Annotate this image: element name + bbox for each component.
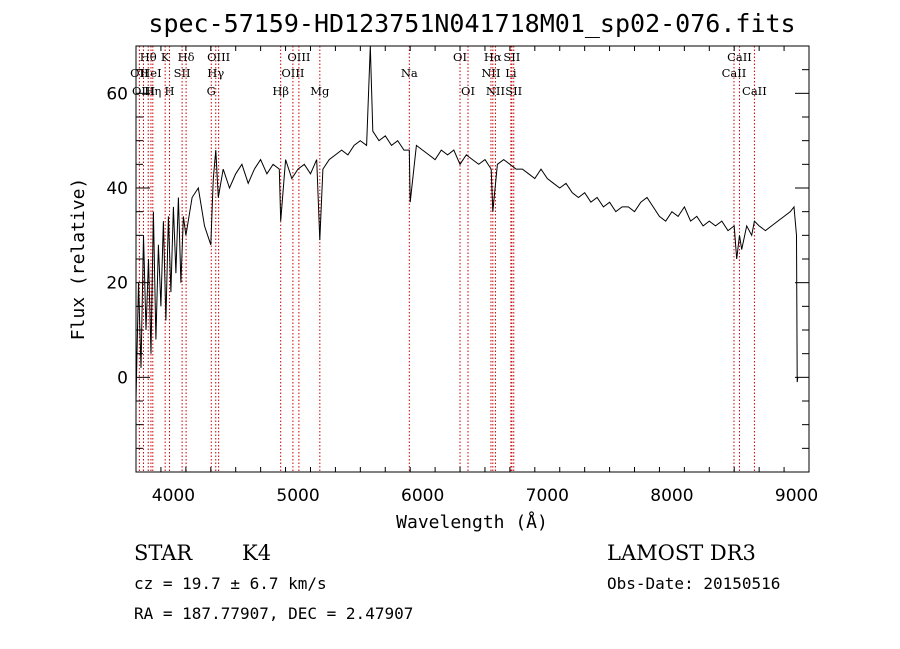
object-subclass: K4 <box>242 541 271 565</box>
spectral-line-markers <box>138 46 755 472</box>
x-tick-label: 8000 <box>650 486 693 506</box>
line-label: OI <box>461 84 475 98</box>
line-label: K <box>161 50 170 64</box>
plot-frame <box>135 45 810 473</box>
chart-title: spec-57159-HD123751N041718M01_sp02-076.f… <box>148 9 795 38</box>
y-tick-label: 60 <box>106 84 128 104</box>
y-tick-labels: 0 20 40 60 <box>106 84 128 388</box>
line-label: OIII <box>287 50 310 64</box>
line-label: Na <box>401 66 418 80</box>
x-tick-label: 5000 <box>276 486 319 506</box>
line-label: Hδ <box>178 50 195 64</box>
line-label: OIII <box>281 66 304 80</box>
observation-date: Obs-Date: 20150516 <box>607 574 780 593</box>
line-label: G <box>207 84 216 98</box>
y-tick-label: 0 <box>117 368 128 388</box>
line-label: Hα <box>484 50 502 64</box>
line-label: OII <box>130 66 149 80</box>
line-label: NII <box>481 66 500 80</box>
line-label: SII <box>503 50 520 64</box>
line-label: HeI <box>140 66 161 80</box>
line-label: CaII <box>742 84 767 98</box>
line-label: OIII <box>207 50 230 64</box>
redshift-cz: cz = 19.7 ± 6.7 km/s <box>134 574 327 593</box>
line-label: Hθ <box>140 50 157 64</box>
line-label: NII <box>486 84 505 98</box>
axis-ticks <box>135 45 810 473</box>
line-label: CaII <box>727 50 752 64</box>
spectrum-layer <box>135 45 799 402</box>
spectrum-series <box>135 45 799 402</box>
line-label: Mg <box>310 84 330 98</box>
y-axis-label: Flux (relative) <box>68 178 89 341</box>
line-label: OIII <box>132 84 155 98</box>
y-tick-label: 40 <box>106 179 128 199</box>
spectral-line-labels: Hθ OII OIII HeI Hη K SII H Hδ OIII Hγ G OIII OIII Hβ Mg… <box>130 50 767 98</box>
object-class: STAR <box>134 541 193 565</box>
line-label: Hη <box>144 84 161 98</box>
x-tick-labels: 4000 5000 6000 7000 8000 9000 <box>152 486 818 506</box>
line-label: CaII <box>722 66 747 80</box>
line-label: Li <box>505 66 517 80</box>
line-label: Hγ <box>207 66 224 80</box>
line-label: H <box>165 84 175 98</box>
line-label: SII <box>174 66 191 80</box>
coordinates: RA = 187.77907, DEC = 2.47907 <box>134 604 413 623</box>
x-axis-label: Wavelength (Å) <box>396 511 548 533</box>
line-label: Hβ <box>272 84 289 98</box>
survey-name: LAMOST DR3 <box>607 541 756 565</box>
x-tick-label: 4000 <box>152 486 195 506</box>
line-label: SII <box>505 84 522 98</box>
y-tick-label: 20 <box>106 274 128 294</box>
x-tick-label: 9000 <box>775 486 818 506</box>
x-tick-label: 6000 <box>401 486 444 506</box>
x-tick-label: 7000 <box>526 486 569 506</box>
line-label: OI <box>453 50 467 64</box>
